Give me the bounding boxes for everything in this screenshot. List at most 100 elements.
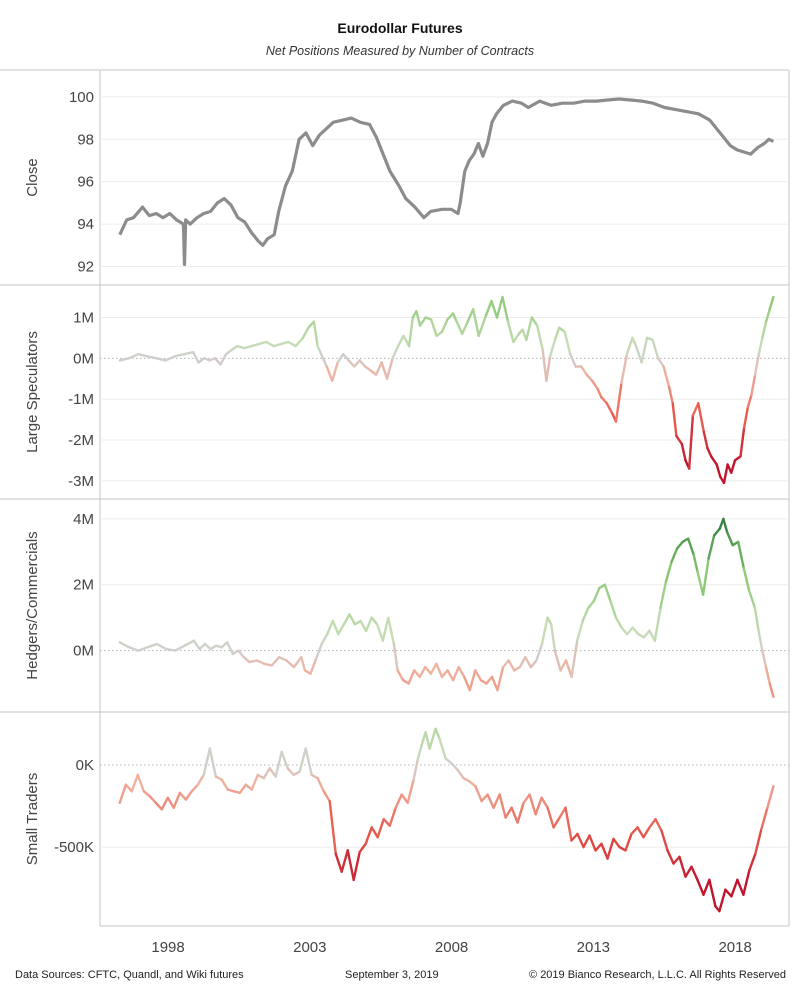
line-segment: [428, 727, 437, 750]
line-segment: [484, 299, 493, 317]
line-segment: [468, 780, 477, 788]
line-segment: [438, 737, 447, 760]
line-segment: [546, 616, 553, 626]
line-segment: [692, 553, 699, 573]
line-segment: [660, 829, 669, 852]
line-segment: [516, 801, 525, 824]
line-segment: [174, 644, 186, 652]
line-segment: [760, 806, 769, 831]
line-segment: [380, 361, 389, 380]
line-segment: [648, 818, 657, 829]
line-segment: [164, 647, 177, 652]
y-tick-label: 0M: [73, 350, 94, 367]
line-segment: [370, 826, 379, 839]
line-segment: [244, 783, 254, 791]
line-segment: [376, 623, 384, 642]
y-tick-label: -500K: [54, 839, 94, 856]
line-segment: [546, 806, 555, 829]
line-segment: [522, 793, 531, 804]
line-segment: [248, 659, 259, 664]
line-segment: [748, 590, 757, 609]
line-segment: [347, 359, 356, 368]
line-segment: [472, 308, 480, 338]
footer-copyright: © 2019 Bianco Research, L.L.C. All Right…: [529, 969, 786, 981]
line-segment: [725, 530, 734, 547]
line-segment: [154, 801, 164, 811]
line-segment: [280, 750, 289, 770]
line-segment: [191, 351, 200, 364]
line-segment: [757, 336, 764, 356]
line-segment: [202, 747, 212, 777]
line-segment: [558, 806, 567, 819]
line-segment: [124, 783, 134, 793]
line-segment: [576, 832, 585, 849]
line-segment: [495, 295, 504, 319]
line-segment: [238, 783, 248, 795]
line-segment: [742, 868, 751, 896]
line-segment: [396, 669, 405, 682]
line-segment: [334, 852, 343, 873]
line-segment: [198, 642, 207, 651]
line-segment: [392, 642, 399, 672]
line-segment: [444, 757, 453, 765]
line-segment: [651, 338, 660, 360]
line-segment: [576, 619, 584, 642]
line-segment: [285, 659, 296, 669]
line-segment: [172, 791, 182, 809]
line-segment: [501, 659, 510, 669]
footer-date: September 3, 2019: [345, 969, 439, 981]
line-segment: [300, 656, 307, 672]
line-segment: [262, 767, 271, 780]
line-segment: [540, 616, 549, 646]
line-segment: [545, 355, 552, 382]
line-segment: [554, 326, 561, 340]
y-tick-label: 0K: [76, 757, 94, 774]
line-segment: [382, 818, 391, 827]
line-segment: [766, 785, 775, 809]
line-segment: [710, 455, 718, 466]
line-segment: [457, 665, 466, 679]
line-segment: [184, 790, 194, 801]
line-segment: [370, 616, 379, 626]
line-segment: [146, 642, 159, 649]
line-segment: [416, 744, 423, 762]
line-segment: [591, 379, 599, 391]
line-segment: [559, 659, 568, 672]
line-segment: [424, 665, 433, 675]
line-segment: [118, 783, 128, 804]
line-segment: [440, 318, 449, 333]
line-segment: [385, 357, 394, 380]
line-segment: [678, 855, 687, 878]
line-segment: [605, 402, 614, 415]
line-segment: [640, 336, 649, 364]
line-segment: [322, 790, 331, 803]
line-segment: [255, 659, 266, 665]
line-segment: [429, 662, 438, 675]
line-segment: [257, 340, 268, 346]
line-segment: [272, 342, 283, 348]
line-segment: [612, 837, 621, 849]
line-segment: [675, 540, 684, 550]
line-segment: [340, 849, 349, 873]
line-segment: [636, 826, 645, 839]
y-tick-label: 94: [77, 216, 94, 233]
line-segment: [463, 675, 471, 692]
line-segment: [456, 768, 465, 780]
line-segment: [730, 459, 737, 474]
line-segment: [757, 629, 764, 652]
line-segment: [569, 353, 577, 368]
line-segment: [603, 583, 612, 603]
line-segment: [148, 795, 158, 804]
line-segment: [553, 649, 562, 672]
line-segment: [753, 353, 760, 376]
line-segment: [742, 567, 751, 593]
series-hedgers-commercials: [118, 517, 775, 698]
line-segment: [486, 793, 495, 809]
line-segment: [737, 540, 745, 570]
line-segment: [609, 600, 618, 619]
line-segment: [594, 842, 603, 852]
line-segment: [364, 826, 373, 845]
y-tick-label: 2M: [73, 577, 94, 594]
line-segment: [696, 878, 705, 896]
